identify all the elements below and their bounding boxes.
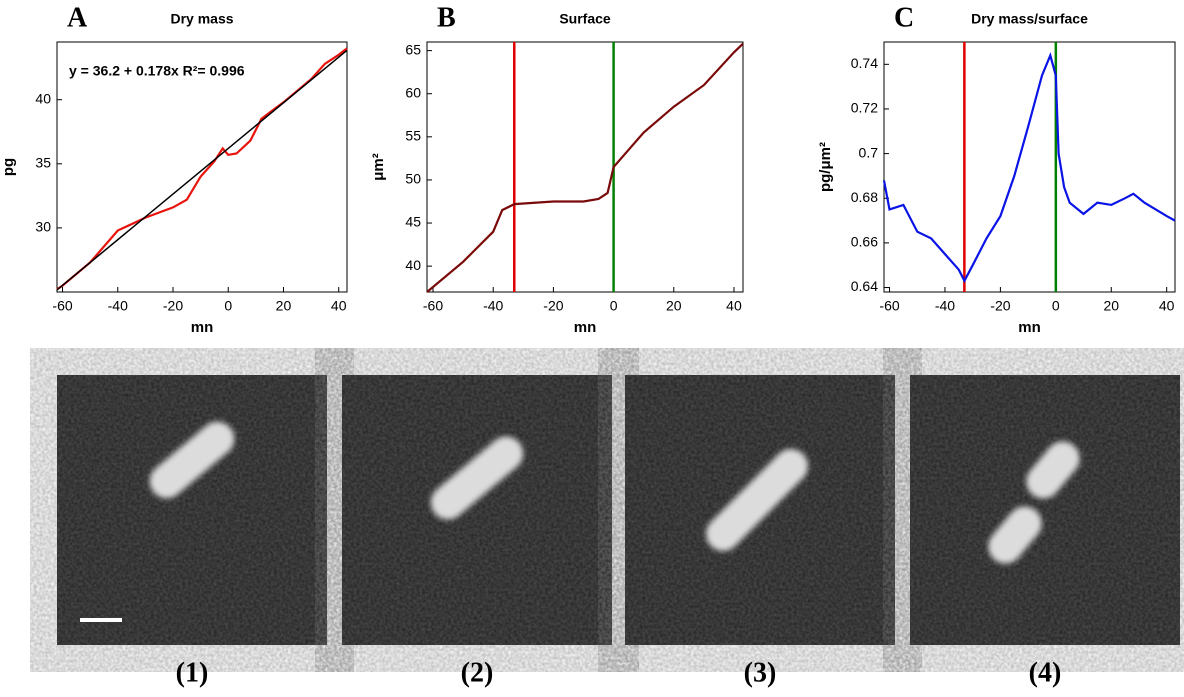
- y-tick-label: 65: [405, 41, 421, 57]
- panel-label: B: [437, 2, 456, 33]
- y-tick-label: 60: [405, 84, 421, 100]
- y-tick-label: 0.64: [851, 278, 878, 294]
- x-tick-label: 20: [1103, 298, 1119, 314]
- y-tick-label: 50: [405, 171, 421, 187]
- x-axis-label: mn: [191, 319, 214, 336]
- y-axis-label: pg: [0, 158, 17, 176]
- chart-title: Surface: [559, 11, 611, 27]
- x-tick-label: -20: [163, 298, 183, 314]
- cell: [1026, 441, 1080, 499]
- y-tick-label: 0.72: [851, 100, 878, 116]
- x-tick-label: 20: [666, 298, 682, 314]
- plot-area: [426, 41, 744, 293]
- x-tick-label: 40: [726, 298, 742, 314]
- caption: (4): [1029, 657, 1062, 688]
- x-tick-label: -60: [423, 298, 443, 314]
- data-line: [56, 49, 348, 291]
- panel-label: C: [894, 2, 914, 33]
- x-tick-label: 40: [1159, 298, 1175, 314]
- y-tick-label: 0.66: [851, 234, 878, 250]
- x-tick-label: -40: [108, 298, 128, 314]
- noise: [910, 375, 1180, 645]
- y-axis-label: μm²: [370, 153, 387, 181]
- x-axis-label: mn: [1018, 319, 1041, 336]
- y-tick-label: 45: [405, 214, 421, 230]
- x-tick-label: -40: [935, 298, 955, 314]
- x-tick-label: 20: [276, 298, 292, 314]
- noise: [342, 375, 612, 645]
- caption: (1): [176, 657, 209, 688]
- x-tick-label: -20: [990, 298, 1010, 314]
- y-tick-label: 0.68: [851, 189, 878, 205]
- y-tick-label: 30: [35, 219, 51, 235]
- cell: [149, 421, 235, 499]
- data-line: [882, 52, 1176, 284]
- y-tick-label: 40: [405, 257, 421, 273]
- x-tick-label: 0: [1052, 298, 1060, 314]
- noise: [57, 375, 327, 645]
- y-axis-label: pg/μm²: [817, 142, 834, 192]
- x-tick-label: 0: [224, 298, 232, 314]
- y-tick-label: 40: [35, 90, 51, 106]
- plot-area: [883, 41, 1176, 293]
- micrographs: [57, 375, 1180, 645]
- x-tick-label: -60: [52, 298, 72, 314]
- cell: [988, 506, 1042, 564]
- annotation: y = 36.2 + 0.178x R²= 0.996: [69, 63, 245, 79]
- cell: [430, 436, 524, 520]
- chart-title: Dry mass/surface: [971, 11, 1088, 27]
- y-tick-label: 55: [405, 128, 421, 144]
- x-tick-label: -60: [879, 298, 899, 314]
- y-tick-label: 0.7: [859, 144, 879, 160]
- y-tick-label: 0.74: [851, 55, 878, 71]
- panel-label: A: [67, 2, 88, 33]
- chart-title: Dry mass: [170, 11, 233, 27]
- x-tick-label: -40: [483, 298, 503, 314]
- x-axis-label: mn: [574, 319, 597, 336]
- x-tick-label: 0: [610, 298, 618, 314]
- cell: [706, 449, 808, 551]
- x-tick-label: 40: [331, 298, 347, 314]
- caption: (3): [744, 657, 777, 688]
- x-tick-label: -20: [543, 298, 563, 314]
- data-line: [426, 42, 744, 293]
- caption: (2): [461, 657, 494, 688]
- y-tick-label: 35: [35, 154, 51, 170]
